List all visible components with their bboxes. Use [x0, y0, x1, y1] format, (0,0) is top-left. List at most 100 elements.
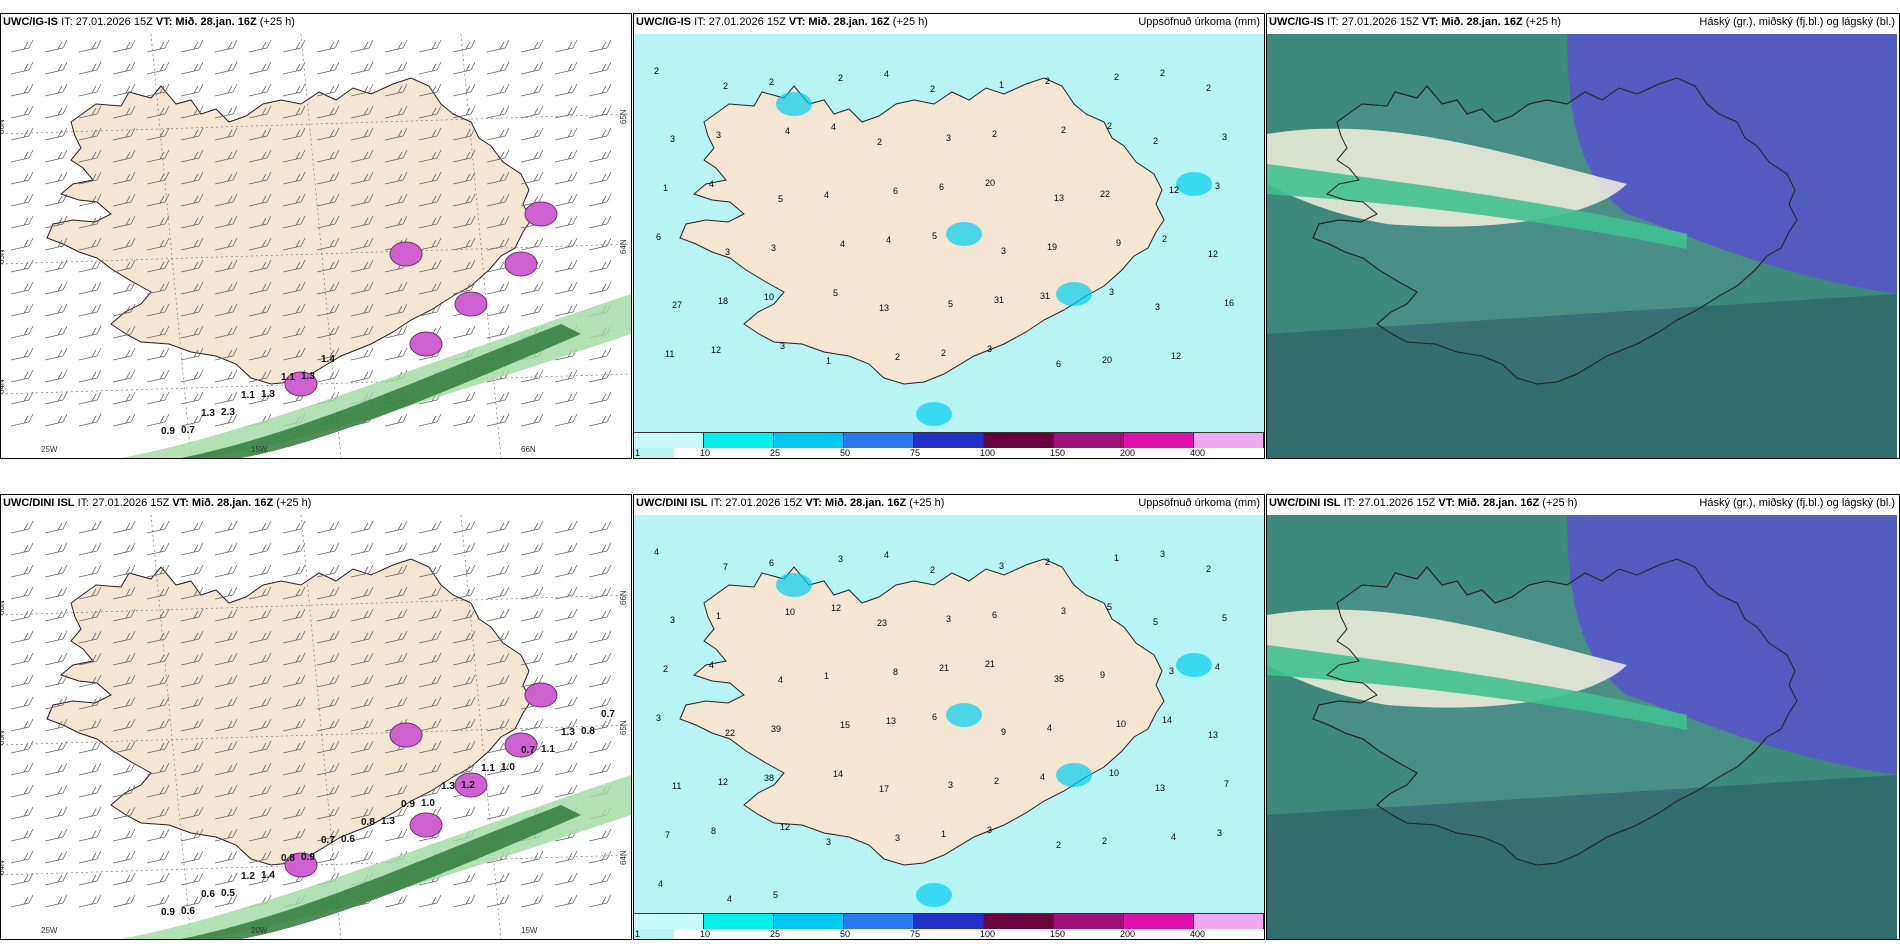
- wind-barb: [350, 608, 374, 622]
- wind-barb: [554, 39, 578, 53]
- wind-barb: [44, 542, 68, 556]
- wind-barb: [180, 61, 204, 75]
- low-cloud: [1267, 775, 1897, 939]
- wind-barb: [350, 303, 374, 317]
- wind-barb: [248, 303, 272, 317]
- wind-barb: [418, 61, 442, 75]
- panel-title: UWC/DINI ISL IT: 27.01.2026 15Z VT: Mið.…: [3, 497, 312, 509]
- high-cloud: [1567, 34, 1897, 294]
- wind-barb: [248, 696, 272, 710]
- wind-barb: [588, 652, 612, 666]
- wind-barb: [588, 894, 612, 908]
- precip-value: 10: [785, 607, 795, 617]
- precip-value: 39: [771, 724, 781, 734]
- wind-barb: [316, 281, 340, 295]
- value-label: 1.3: [441, 781, 455, 792]
- wind-barb: [44, 696, 68, 710]
- wind-barb: [384, 39, 408, 53]
- value-label: 1.1: [241, 390, 255, 401]
- wind-barb: [316, 696, 340, 710]
- wind-barb: [44, 828, 68, 842]
- wind-barb: [44, 872, 68, 886]
- wind-barb: [350, 149, 374, 163]
- wind-barb: [78, 542, 102, 556]
- wind-barb: [384, 894, 408, 908]
- wind-barb: [44, 652, 68, 666]
- wind-barb: [146, 347, 170, 361]
- wind-barb: [384, 542, 408, 556]
- wind-barb: [146, 259, 170, 273]
- wind-barb: [588, 564, 612, 578]
- value-label: 0.6: [201, 889, 215, 900]
- precip-value: 4: [727, 894, 732, 904]
- wind-barb: [350, 347, 374, 361]
- wind-barb: [282, 608, 306, 622]
- wind-barb: [214, 828, 238, 842]
- wind-barb: [248, 105, 272, 119]
- wind-barb: [44, 259, 68, 273]
- legend-swatch: [704, 432, 774, 448]
- wind-barb: [520, 61, 544, 75]
- wind-barb: [146, 542, 170, 556]
- wind-barb: [486, 83, 510, 97]
- legend-swatch: [1124, 913, 1194, 929]
- wind-barb: [520, 105, 544, 119]
- wind-barb: [180, 413, 204, 427]
- wind-barb: [554, 171, 578, 185]
- wind-barb: [78, 259, 102, 273]
- precip-value: 2: [1162, 234, 1167, 244]
- wind-barb: [214, 325, 238, 339]
- wind-barb: [350, 674, 374, 688]
- wind-barb: [520, 630, 544, 644]
- wind-barb: [146, 762, 170, 776]
- wind-barb: [248, 127, 272, 141]
- wind-barb: [78, 303, 102, 317]
- wind-barb: [350, 740, 374, 754]
- precip-value: 3: [1109, 287, 1114, 297]
- precip-value: 5: [932, 231, 937, 241]
- wind-barb: [248, 259, 272, 273]
- coastline: [1312, 558, 1798, 866]
- wind-barb: [486, 564, 510, 578]
- wind-barb: [554, 850, 578, 864]
- wind-barb: [112, 237, 136, 251]
- wind-barb: [78, 171, 102, 185]
- wind-barb: [112, 740, 136, 754]
- precip-value: 23: [877, 618, 887, 628]
- wind-barb: [350, 652, 374, 666]
- wind-barb: [282, 586, 306, 600]
- precip-value: 6: [893, 186, 898, 196]
- wind-barb: [486, 325, 510, 339]
- wind-barb: [282, 193, 306, 207]
- legend-tick: 25: [770, 929, 781, 939]
- wind-barb: [180, 215, 204, 229]
- wind-barb: [452, 520, 476, 534]
- wind-barb: [146, 652, 170, 666]
- wind-barb: [112, 564, 136, 578]
- wind-barb: [180, 347, 204, 361]
- wind-barb: [44, 105, 68, 119]
- precip-value: 6: [1056, 359, 1061, 369]
- wind-barb: [316, 564, 340, 578]
- precip-area: [946, 703, 982, 727]
- wind-barb: [520, 784, 544, 798]
- wind-barb: [588, 718, 612, 732]
- wind-barb: [78, 762, 102, 776]
- legend-tick: 10: [700, 929, 711, 939]
- wind-barb: [146, 718, 170, 732]
- axis-label: 66N: [521, 445, 536, 454]
- value-label: 0.9: [301, 852, 315, 863]
- precip-value: 3: [656, 713, 661, 723]
- precip-value: 2: [1114, 72, 1119, 82]
- legend-tick: 50: [840, 929, 851, 939]
- value-label: 1.3: [301, 371, 315, 382]
- wind-barb: [520, 608, 544, 622]
- wind-barb: [78, 894, 102, 908]
- precip-value: 12: [1171, 351, 1181, 361]
- wind-barb: [520, 762, 544, 776]
- legend-swatch: [1194, 432, 1264, 448]
- wind-barb: [520, 872, 544, 886]
- precip-area: [776, 573, 812, 597]
- wind-barb: [282, 630, 306, 644]
- wind-barb: [180, 586, 204, 600]
